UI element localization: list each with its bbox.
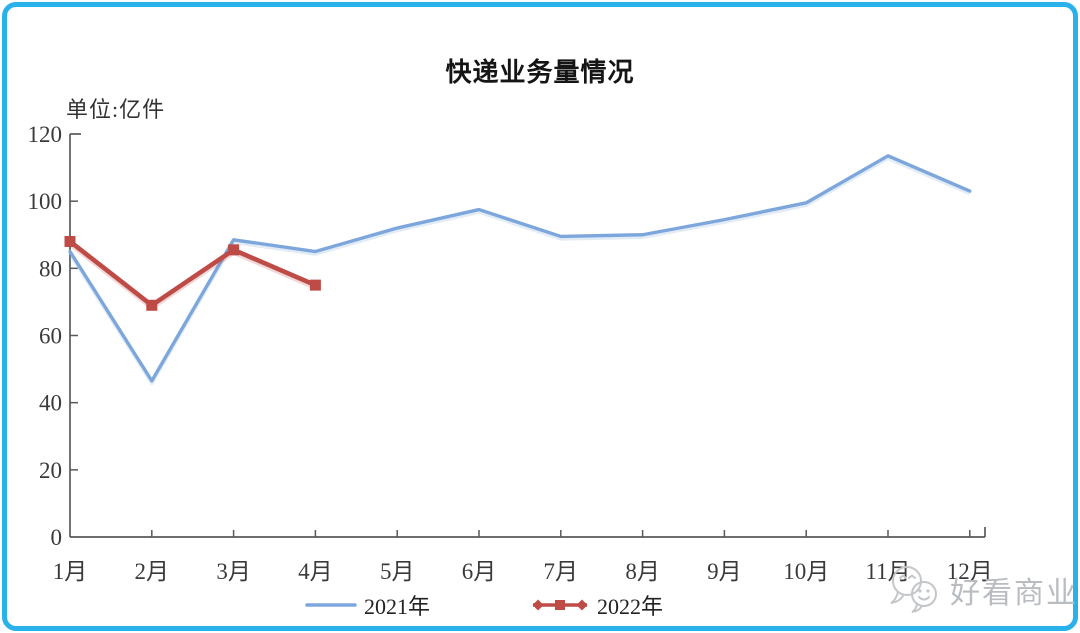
svg-text:6月: 6月 [462, 559, 497, 584]
svg-text:1月: 1月 [53, 559, 88, 584]
svg-text:40: 40 [39, 391, 62, 416]
legend-label-2022: 2022年 [597, 594, 664, 619]
svg-text:2月: 2月 [135, 559, 170, 584]
svg-text:4月: 4月 [298, 559, 333, 584]
svg-text:5月: 5月 [380, 559, 415, 584]
line-swatch-2021-icon [305, 603, 357, 607]
legend-label-2021: 2021年 [363, 594, 430, 619]
watermark: 好看商业 [886, 560, 1078, 620]
chart-legend: 2021年 2022年 [0, 589, 1024, 621]
unit-label: 单位:亿件 [66, 97, 166, 122]
legend-item-2022: 2022年 [530, 589, 663, 621]
svg-text:10月: 10月 [783, 559, 829, 584]
watermark-text: 好看商业 [950, 577, 1078, 610]
svg-text:3月: 3月 [216, 559, 251, 584]
legend-item-2021: 2021年 [305, 589, 430, 621]
svg-text:60: 60 [39, 324, 62, 349]
svg-text:8月: 8月 [625, 559, 660, 584]
svg-text:80: 80 [39, 256, 62, 281]
svg-text:9月: 9月 [707, 559, 742, 584]
svg-text:11月: 11月 [865, 559, 910, 584]
svg-text:0: 0 [51, 525, 63, 550]
svg-text:100: 100 [28, 189, 63, 214]
line-with-squares-swatch-2022-icon [532, 599, 588, 611]
chart-title: 快递业务量情况 [445, 57, 635, 87]
chat-smiley-faces-icon [890, 566, 937, 613]
svg-text:7月: 7月 [544, 559, 579, 584]
svg-text:120: 120 [28, 122, 63, 147]
svg-text:12月: 12月 [947, 559, 993, 584]
svg-text:20: 20 [39, 458, 62, 483]
